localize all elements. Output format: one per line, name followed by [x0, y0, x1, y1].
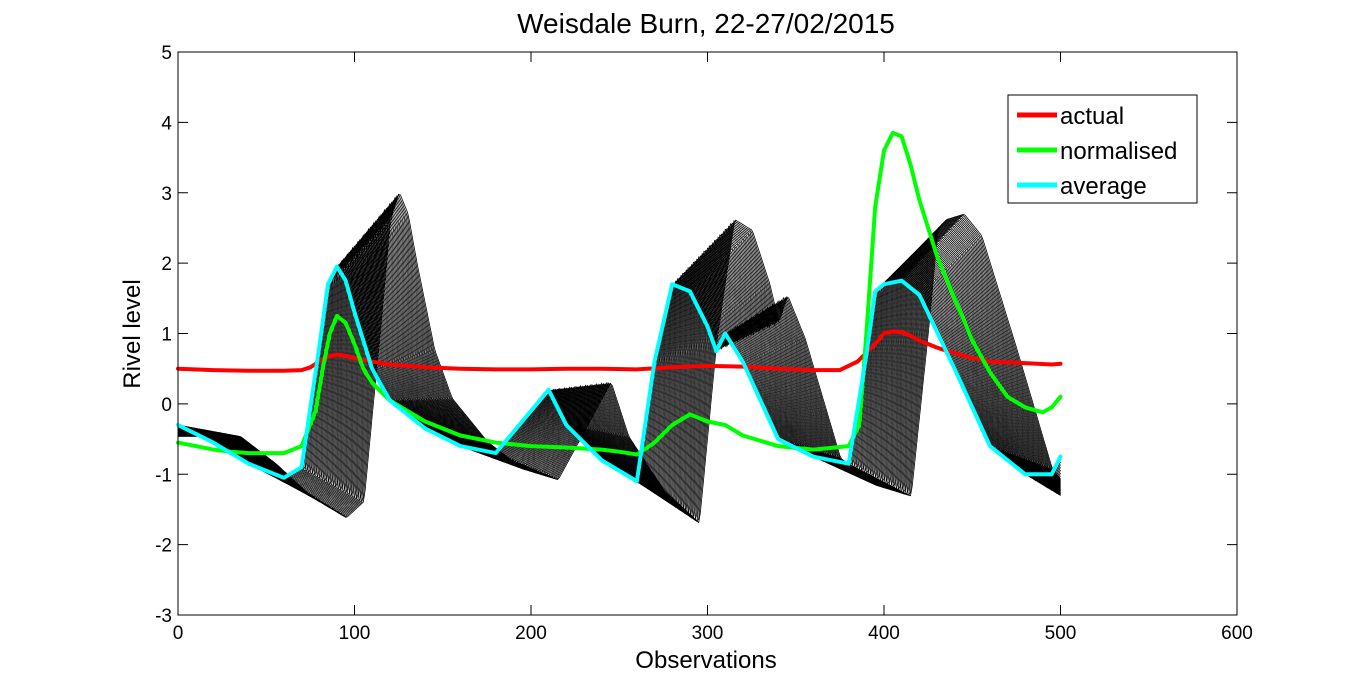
legend-label-actual: actual: [1060, 103, 1124, 130]
legend-label-average: average: [1060, 173, 1147, 200]
series-line-normalised: [176, 130, 1063, 457]
y-tick-label: 1: [161, 325, 172, 346]
y-tick-label: 4: [161, 113, 172, 134]
y-tick-label: -2: [155, 536, 172, 557]
x-tick-label: 400: [868, 623, 900, 644]
x-tick-label: 500: [1045, 623, 1077, 644]
y-tick-label: 5: [161, 43, 172, 64]
y-tick-label: 3: [161, 184, 172, 205]
y-axis-label: Rivel level: [119, 279, 146, 388]
ensemble-trace: [178, 219, 1061, 510]
x-tick-label: 200: [515, 623, 547, 644]
legend-label-normalised: normalised: [1060, 138, 1177, 165]
series-line-average: [176, 264, 1063, 484]
y-axis: -3 -2 -1 0 1 2 3 4 5: [155, 43, 1237, 627]
x-axis: 0 100 200 300 400 500 600: [173, 52, 1253, 644]
x-axis-label: Observations: [635, 647, 776, 674]
x-tick-label: 600: [1221, 623, 1253, 644]
x-tick-label: 0: [173, 623, 184, 644]
series-layer: [176, 130, 1063, 484]
ensemble-trace: [178, 194, 1061, 524]
y-tick-label: 2: [161, 254, 172, 275]
legend: actual normalised average: [1007, 94, 1198, 204]
ensemble-trace: [178, 218, 1061, 508]
y-tick-label: -1: [155, 465, 172, 486]
y-tick-label: -3: [155, 606, 172, 627]
x-tick-label: 100: [339, 623, 371, 644]
chart-title: Weisdale Burn, 22-27/02/2015: [517, 8, 895, 39]
x-tick-label: 300: [692, 623, 724, 644]
y-tick-label: 0: [161, 395, 172, 416]
ensemble-trace: [178, 232, 1061, 501]
